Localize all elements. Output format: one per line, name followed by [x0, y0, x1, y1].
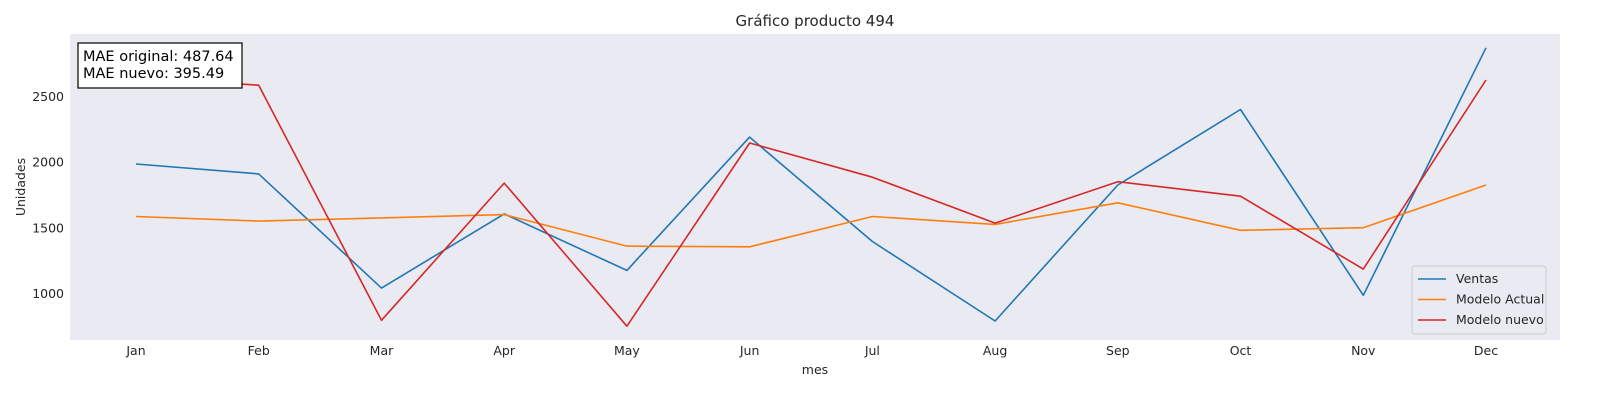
series-group [135, 47, 1487, 328]
plot-area [70, 34, 1560, 340]
series-line-modelo-actual [135, 184, 1487, 248]
legend-label: Modelo Actual [1456, 292, 1544, 307]
x-tick-label: Nov [1351, 343, 1376, 358]
x-tick-label: Mar [370, 343, 394, 358]
y-tick-label: 1000 [32, 286, 64, 301]
y-tick-label: 2500 [32, 89, 64, 104]
legend-label: Ventas [1456, 271, 1498, 286]
series-line-ventas [135, 47, 1487, 322]
x-tick-label: Dec [1474, 343, 1498, 358]
chart-title: Gráfico producto 494 [736, 12, 895, 30]
mae-annotation: MAE original: 487.64 MAE nuevo: 395.49 [77, 42, 243, 89]
x-tick-label: Jun [739, 343, 760, 358]
legend: Ventas Modelo Actual Modelo nuevo [1411, 265, 1547, 335]
y-tick-label: 2000 [32, 155, 64, 170]
y-axis-label: Unidades [13, 158, 28, 216]
x-tick-label: Jul [864, 343, 880, 358]
legend-box [1411, 265, 1547, 335]
y-axis-ticks: 1000 1500 2000 2500 [32, 89, 64, 301]
annotation-box [77, 42, 243, 89]
x-tick-label: Feb [248, 343, 270, 358]
x-axis-label: mes [802, 362, 828, 377]
x-tick-label: Jan [125, 343, 145, 358]
x-axis-ticks: Jan Feb Mar Apr May Jun Jul Aug Sep Oct Nov Dec [125, 343, 1498, 358]
annotation-mae-nuevo: MAE nuevo: 395.49 [83, 66, 224, 82]
x-tick-label: Aug [983, 343, 1007, 358]
x-tick-label: Oct [1230, 343, 1252, 358]
annotation-mae-original: MAE original: 487.64 [83, 49, 234, 65]
x-tick-label: Apr [493, 343, 515, 358]
x-tick-label: Sep [1106, 343, 1130, 358]
x-tick-label: May [614, 343, 640, 358]
y-tick-label: 1500 [32, 220, 64, 235]
series-line-modelo-nuevo [135, 76, 1487, 328]
legend-label: Modelo nuevo [1456, 312, 1544, 327]
